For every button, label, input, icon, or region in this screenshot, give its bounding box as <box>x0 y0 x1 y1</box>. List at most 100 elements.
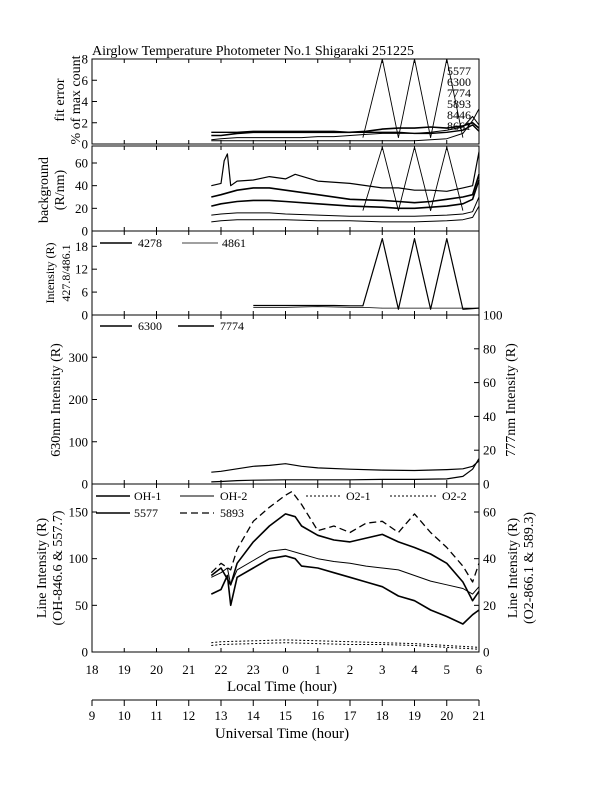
local-time-tick-label: 1 <box>315 662 322 677</box>
red-series-7774 <box>211 458 480 483</box>
local-time-tick-label: 0 <box>282 662 289 677</box>
line-series-o2-2 <box>211 642 480 650</box>
line-ytick-label: 150 <box>69 505 89 520</box>
blue-ytick-label: 0 <box>82 308 89 323</box>
tick-layer: 0246802040600612180100200300020406080100… <box>69 52 503 724</box>
ut-tick-label: 16 <box>311 708 325 723</box>
fit-error-ylabel-1: fit error <box>53 78 68 121</box>
local-time-tick-label: 18 <box>86 662 99 677</box>
line-ytick-label: 100 <box>69 551 89 566</box>
legend-oh2: OH-2 <box>220 489 247 503</box>
bg-ytick-label: 60 <box>75 156 88 171</box>
red-ytick-label: 0 <box>82 477 89 492</box>
ut-tick-label: 12 <box>182 708 195 723</box>
legend-5893: 5893 <box>220 506 244 520</box>
line-ytick-right-label: 40 <box>483 551 496 566</box>
blue-ytick-label: 6 <box>82 285 89 300</box>
background-panel <box>91 145 480 232</box>
blue-ylabel-2: 427.8/486.1 <box>59 244 73 301</box>
fit-label-6300: 6300 <box>447 75 471 89</box>
bg-series-b3 <box>211 179 480 210</box>
fit-ytick-label: 0 <box>82 137 89 152</box>
fit-label-7774: 7774 <box>447 86 471 100</box>
background-ylabel-1: background <box>37 157 52 223</box>
line-ylabel-right-2: (O2-866.1 & 589.3) <box>522 512 537 624</box>
local-time-tick-label: 23 <box>247 662 260 677</box>
bg-ytick-label: 40 <box>75 178 88 193</box>
ut-tick-label: 20 <box>440 708 453 723</box>
local-time-tick-label: 5 <box>444 662 451 677</box>
line-series-oh-1 <box>210 555 480 625</box>
local-time-tick-label: 22 <box>215 662 228 677</box>
red-ytick-right-label: 80 <box>483 341 496 356</box>
background-ylabel-2: (R/nm) <box>53 169 68 210</box>
fit-ytick-label: 2 <box>82 115 89 130</box>
fit-series-s2 <box>211 124 480 135</box>
fit-series-s1 <box>211 122 480 137</box>
blue-ylabel-1: Intensity (R) <box>43 243 57 304</box>
line-ytick-right-label: 60 <box>483 505 496 520</box>
ut-tick-label: 14 <box>247 708 261 723</box>
local-time-tick-label: 4 <box>411 662 418 677</box>
red-ytick-right-label: 20 <box>483 443 496 458</box>
line-series-oh-2 <box>211 548 480 595</box>
bg-series-b1 <box>211 151 480 192</box>
fit-label-8661: 8661 <box>447 119 471 133</box>
ut-tick-label: 10 <box>118 708 131 723</box>
legend-4861: 4861 <box>222 236 246 250</box>
fit-label-8446: 8446 <box>447 108 471 122</box>
line-ytick-right-label: 20 <box>483 598 496 613</box>
legend-oh1: OH-1 <box>134 489 161 503</box>
blue-ytick-label: 12 <box>75 262 88 277</box>
blue-series-4861 <box>253 306 479 309</box>
chart-title: Airglow Temperature Photometer No.1 Shig… <box>92 44 414 59</box>
red-ytick-right-label: 0 <box>483 477 490 492</box>
bg-series-b5 <box>211 205 480 223</box>
line-ylabel-right-1: Line Intensity (R) <box>506 518 521 619</box>
local-time-tick-label: 2 <box>347 662 354 677</box>
bg-ytick-label: 20 <box>75 201 88 216</box>
fit-ytick-label: 8 <box>82 52 89 67</box>
fit-error-ylabel-2: % of max count <box>69 55 84 144</box>
ut-tick-label: 13 <box>215 708 228 723</box>
red-ytick-right-label: 40 <box>483 409 496 424</box>
ut-tick-label: 11 <box>150 708 163 723</box>
local-time-xlabel: Local Time (hour) <box>227 679 337 695</box>
red-ytick-label: 200 <box>69 392 89 407</box>
fit-series-s3 <box>211 115 480 141</box>
fit-label-5893: 5893 <box>447 97 471 111</box>
bg-series-b4 <box>211 196 480 217</box>
ut-tick-label: 17 <box>344 708 358 723</box>
blue-ytick-label: 18 <box>75 239 88 254</box>
red-intensity-panel <box>91 314 480 485</box>
red-ytick-right-label: 60 <box>483 375 496 390</box>
red-ylabel: 630nm Intensity (R) <box>49 343 64 457</box>
fit-error-labels: 5577 6300 7774 5893 8446 8661 <box>447 64 471 133</box>
red-ytick-label: 100 <box>69 434 89 449</box>
legend-6300: 6300 <box>138 319 162 333</box>
ut-tick-label: 15 <box>279 708 292 723</box>
ut-tick-label: 19 <box>408 708 421 723</box>
legend-7774: 7774 <box>220 319 244 333</box>
legend-o21: O2-1 <box>346 489 371 503</box>
local-time-tick-label: 3 <box>379 662 386 677</box>
bg-series-spikes <box>362 146 464 212</box>
line-ytick-label: 0 <box>82 645 89 660</box>
ut-tick-label: 18 <box>376 708 389 723</box>
local-time-tick-label: 6 <box>476 662 483 677</box>
red-ylabel-right: 777nm Intensity (R) <box>504 343 519 457</box>
line-series-o2-1 <box>211 639 480 648</box>
blue-series-4278 <box>253 238 480 310</box>
ut-tick-label: 21 <box>473 708 486 723</box>
line-series-5893 <box>210 490 480 583</box>
line-ylabel-1: Line Intensity (R) <box>35 518 50 619</box>
fit-ytick-label: 6 <box>82 73 89 88</box>
fit-ytick-label: 4 <box>82 94 89 109</box>
plot-layer <box>210 58 480 650</box>
red-ytick-right-label: 100 <box>483 308 503 323</box>
legend-5577: 5577 <box>134 506 158 520</box>
line-ylabel-2: (OH-846.6 & 557.7) <box>51 510 66 625</box>
red-series-6300 <box>211 460 480 473</box>
ut-xlabel: Universal Time (hour) <box>215 726 349 742</box>
